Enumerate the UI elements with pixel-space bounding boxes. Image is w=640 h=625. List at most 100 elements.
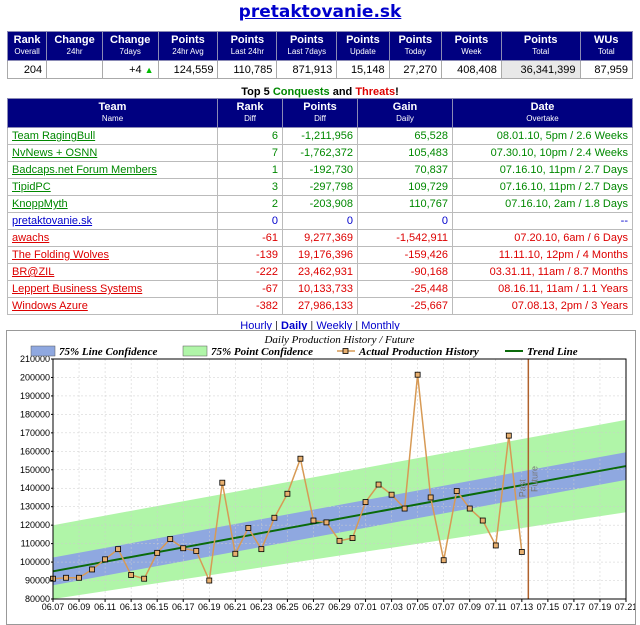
stats-header-label: WUs: [594, 34, 619, 46]
teams-header-sub: Daily: [396, 114, 414, 123]
team-name-link[interactable]: KnoppMyth: [12, 198, 68, 210]
stats-header-label: Rank: [13, 34, 41, 46]
teams-header-label: Rank: [236, 101, 264, 113]
stats-value-9: 36,341,399: [500, 60, 581, 79]
legend-label-point-conf: 75% Point Confidence: [211, 346, 313, 358]
team-points-cell: 27,986,133: [282, 297, 358, 315]
team-row: Windows Azure -382 27,986,133 -25,667 07.08.…: [7, 297, 633, 315]
team-points-cell: 9,277,369: [282, 229, 358, 247]
y-tick-label: 200000: [20, 372, 50, 382]
stats-header-label: Points: [398, 34, 433, 46]
stats-header-label: Points: [289, 34, 324, 46]
actual-point: [505, 432, 512, 439]
teams-header-sub: Overtake: [526, 114, 559, 123]
stats-header-sub: Total: [532, 47, 550, 56]
x-tick-label: 06.27: [302, 602, 325, 612]
legend-swatch-actual-point: [342, 348, 349, 354]
team-points-cell: -297,798: [282, 178, 358, 196]
actual-point: [193, 548, 200, 554]
team-name-link[interactable]: Badcaps.net Forum Members: [12, 164, 157, 176]
team-name-cell: Windows Azure: [7, 297, 218, 315]
team-name-link[interactable]: Leppert Business Systems: [12, 283, 143, 295]
actual-point: [219, 479, 226, 486]
chart-title: Daily Production History / Future: [263, 334, 414, 346]
production-chart-svg: Past Future 80000 90000 100000 110000 120000 13…: [20, 334, 635, 612]
sep: |: [352, 320, 362, 332]
stats-value-text: 124,559: [173, 63, 214, 76]
stats-header-sub: 7days: [119, 47, 141, 56]
team-date-cell: 08.01.10, 5pm / 2.6 Weeks: [452, 127, 633, 145]
stats-header-row: Rank Overall Change 24hr Change 7days Points 24…: [6, 31, 634, 61]
team-row: The Folding Wolves -139 19,176,396 -159,426…: [7, 246, 633, 264]
future-label: Future: [529, 466, 539, 492]
stats-table: Rank Overall Change 24hr Change 7days Points 24…: [6, 31, 634, 79]
daily-link[interactable]: Daily: [281, 320, 308, 332]
teams-header-3: Gain Daily: [357, 98, 453, 128]
team-name-link[interactable]: awachs: [12, 232, 50, 244]
team-name-link[interactable]: Windows Azure: [12, 300, 88, 312]
team-name-link[interactable]: NvNews + OSNN: [12, 147, 98, 159]
x-tick-label: 06.23: [250, 602, 273, 612]
stats-header-sub: 24hr Avg: [172, 47, 204, 56]
stats-value-text: 871,913: [292, 63, 333, 76]
trend-line: [52, 465, 627, 573]
stats-header-label: Points: [171, 34, 205, 46]
teams-header-label: Gain: [392, 101, 418, 113]
actual-point: [492, 542, 499, 549]
y-tick-label: 100000: [20, 557, 50, 567]
stats-value-4: 110,785: [217, 60, 278, 79]
actual-point: [206, 577, 213, 584]
stats-header-0: Rank Overall: [6, 31, 48, 61]
actual-point: [466, 505, 473, 512]
team-name-link[interactable]: BR@ZIL: [12, 266, 55, 278]
x-tick-label: 06.21: [224, 602, 247, 612]
y-tick-label: 160000: [20, 446, 50, 456]
x-tick-label: 07.21: [615, 602, 635, 612]
stats-header-5: Points Last 7days: [276, 31, 338, 61]
teams-body: Team RagingBull 6 -1,211,956 65,528 08.01.10…: [7, 127, 633, 315]
hourly-link[interactable]: Hourly: [240, 320, 273, 332]
stats-header-8: Points Week: [440, 31, 502, 61]
legend-swatch-line-conf: [30, 345, 56, 357]
team-name-cell: The Folding Wolves: [7, 246, 218, 264]
y-tick-label: 150000: [20, 465, 50, 475]
team-rank-cell: -382: [217, 297, 283, 315]
teams-header-4: Date Overtake: [452, 98, 633, 128]
team-name-link[interactable]: TipidPC: [12, 181, 51, 193]
team-date-cell: 07.16.10, 2am / 1.8 Days: [452, 195, 633, 213]
team-points-cell: 0: [282, 212, 358, 230]
team-name-link[interactable]: pretaktovanie.sk: [12, 215, 93, 227]
team-date-cell: 07.20.10, 6am / 6 Days: [452, 229, 633, 247]
teams-header-sub: Diff: [244, 114, 256, 123]
stats-header-sub: Today: [404, 47, 426, 56]
actual-point: [167, 536, 174, 542]
team-gain-cell: -90,168: [357, 263, 453, 281]
actual-point: [141, 575, 148, 582]
team-points-cell: 23,462,931: [282, 263, 358, 281]
stats-value-text: 36,341,399: [520, 63, 576, 76]
weekly-link[interactable]: Weekly: [316, 320, 353, 332]
x-tick-label: 06.07: [42, 602, 65, 612]
x-tick-label: 06.13: [120, 602, 143, 612]
monthly-link[interactable]: Monthly: [361, 320, 400, 332]
x-tick-label: 07.17: [563, 602, 586, 612]
team-name-cell: KnoppMyth: [7, 195, 218, 213]
stats-header-4: Points Last 24hr: [217, 31, 278, 61]
site-title-link[interactable]: pretaktovanie.sk: [238, 2, 402, 22]
stats-header-7: Points Today: [388, 31, 442, 61]
actual-point: [375, 481, 382, 488]
team-name-cell: NvNews + OSNN: [7, 144, 218, 162]
team-name-link[interactable]: The Folding Wolves: [12, 249, 110, 261]
actual-point: [414, 371, 421, 378]
team-row: awachs -61 9,277,369 -1,542,911 07.20.10, 6a…: [7, 229, 633, 247]
stats-header-2: Change 7days: [101, 31, 159, 61]
top5-title: Top 5 Conquests and Threats!: [0, 86, 640, 98]
x-tick-label: 06.17: [172, 602, 195, 612]
team-name-cell: awachs: [7, 229, 218, 247]
actual-point: [310, 517, 317, 524]
actual-point: [271, 514, 278, 521]
stats-header-10: WUs Total: [579, 31, 634, 61]
x-tick-label: 06.11: [94, 602, 116, 612]
team-gain-cell: 105,483: [357, 144, 453, 162]
team-name-link[interactable]: Team RagingBull: [12, 130, 96, 142]
